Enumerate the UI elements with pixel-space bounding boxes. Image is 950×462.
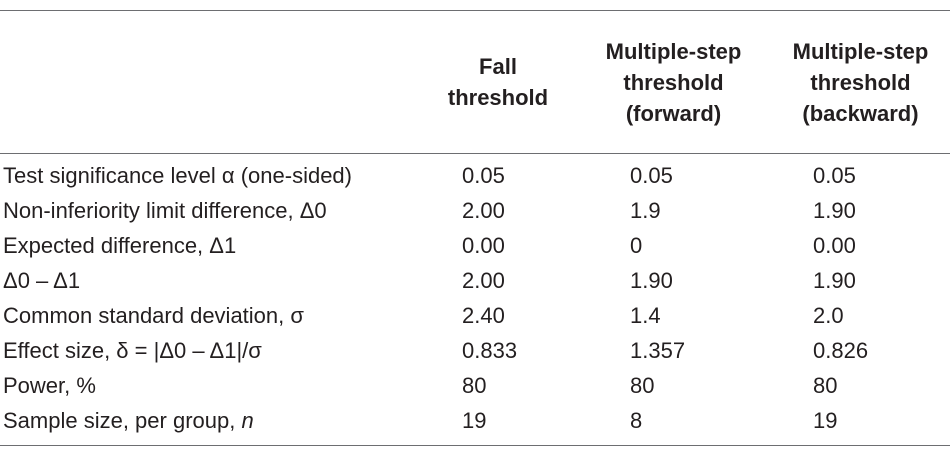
row-label: Effect size, δ = |Δ0 – Δ1|/σ — [3, 338, 262, 363]
row-label: Expected difference, Δ1 — [3, 233, 237, 258]
table-row: Sample size, per group, n 19 8 19 — [0, 403, 950, 446]
cell-fall: 2.00 — [462, 198, 505, 223]
cell-backward: 2.0 — [813, 303, 844, 328]
row-label: Test significance level α (one-sided) — [3, 163, 352, 188]
row-label-text: Sample size, per group, — [3, 408, 242, 433]
cell-fall: 80 — [462, 373, 487, 398]
cell-backward: 0.05 — [813, 163, 856, 188]
table-row: Common standard deviation, σ 2.40 1.4 2.… — [0, 298, 950, 333]
cell-backward: 1.90 — [813, 198, 856, 223]
cell-forward: 0.05 — [630, 163, 673, 188]
header-blank-cell — [0, 11, 420, 154]
cell-backward: 0.00 — [813, 233, 856, 258]
cell-fall: 0.00 — [462, 233, 505, 258]
cell-forward: 1.4 — [630, 303, 661, 328]
cell-fall: 19 — [462, 408, 487, 433]
row-label-italic-n: n — [241, 408, 254, 433]
cell-fall: 0.05 — [462, 163, 505, 188]
cell-forward: 1.9 — [630, 198, 661, 223]
cell-forward: 1.90 — [630, 268, 673, 293]
cell-forward: 1.357 — [630, 338, 686, 363]
cell-fall: 2.00 — [462, 268, 505, 293]
row-label: Non-inferiority limit difference, Δ0 — [3, 198, 327, 223]
header-multiple-step-forward: Multiple-step threshold (forward) — [605, 38, 742, 126]
header-multiple-step-backward: Multiple-step threshold (backward) — [792, 38, 929, 126]
cell-backward: 80 — [813, 373, 838, 398]
cell-backward: 19 — [813, 408, 838, 433]
sample-size-table: Fall threshold Multiple-step threshold (… — [0, 10, 950, 446]
cell-backward: 1.90 — [813, 268, 856, 293]
cell-fall: 2.40 — [462, 303, 505, 328]
table-row: Power, % 80 80 80 — [0, 368, 950, 403]
table-row: Expected difference, Δ1 0.00 0 0.00 — [0, 228, 950, 263]
cell-backward: 0.826 — [813, 338, 869, 363]
table-row: Δ0 – Δ1 2.00 1.90 1.90 — [0, 263, 950, 298]
cell-fall: 0.833 — [462, 338, 518, 363]
table-row: Effect size, δ = |Δ0 – Δ1|/σ 0.833 1.357… — [0, 333, 950, 368]
table-row: Non-inferiority limit difference, Δ0 2.0… — [0, 193, 950, 228]
cell-forward: 80 — [630, 373, 655, 398]
row-label: Sample size, per group, n — [0, 403, 420, 446]
row-label: Power, % — [3, 373, 96, 398]
header-fall-threshold: Fall threshold — [447, 54, 549, 110]
row-label: Common standard deviation, σ — [3, 303, 304, 328]
cell-forward: 0 — [630, 233, 643, 258]
table-row: Test significance level α (one-sided) 0.… — [0, 154, 950, 194]
cell-forward: 8 — [630, 408, 643, 433]
table-header-row: Fall threshold Multiple-step threshold (… — [0, 10, 950, 154]
row-label: Δ0 – Δ1 — [3, 268, 81, 293]
